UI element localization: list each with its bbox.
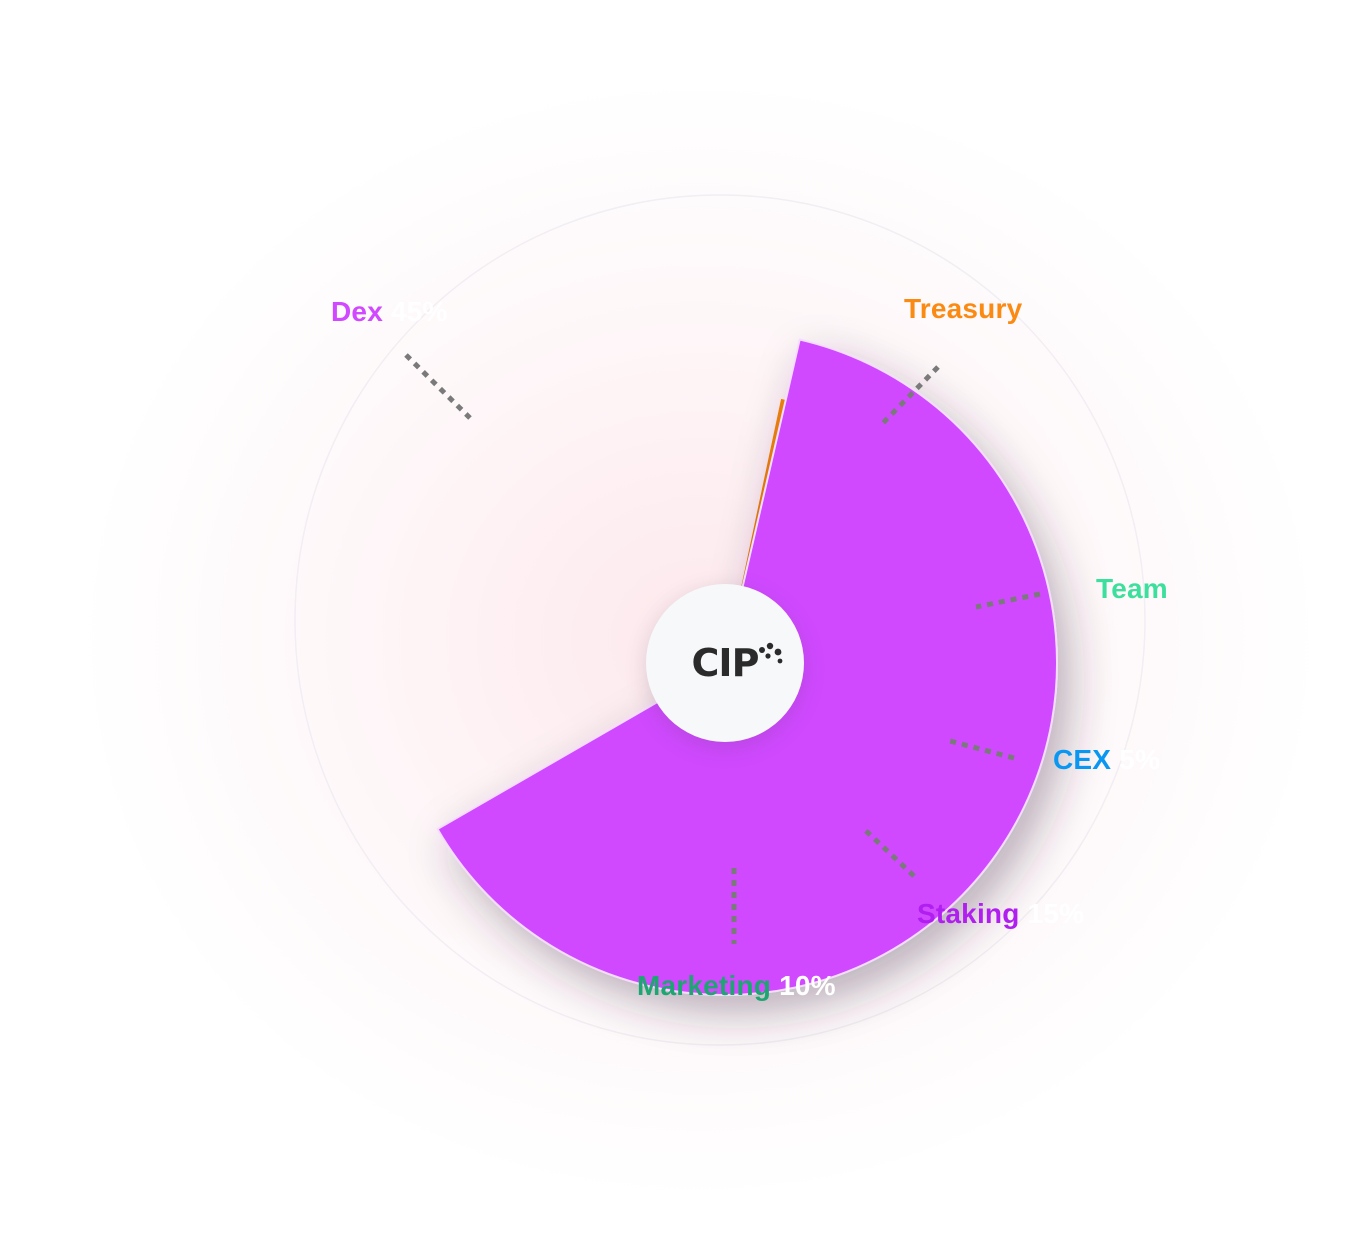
center-logo: CIP xyxy=(646,584,804,742)
slice-name: Staking xyxy=(917,898,1020,929)
slice-name: CEX xyxy=(1053,744,1112,775)
leader-line-treasury xyxy=(880,365,940,426)
slice-label-team: Team xyxy=(1096,573,1176,605)
slice-value: 5% xyxy=(1119,744,1161,775)
slice-label-staking: Staking 15% xyxy=(917,898,1084,930)
slice-name: Treasury xyxy=(904,293,1023,324)
logo-dots-icon xyxy=(759,642,783,664)
slice-label-treasury: Treasury xyxy=(904,293,1030,325)
logo-text: CIP xyxy=(691,641,760,685)
slice-label-marketing: Marketing 10% xyxy=(637,970,836,1002)
slice-name: Dex xyxy=(331,296,383,327)
slice-name: Marketing xyxy=(637,970,772,1001)
slice-label-cex: CEX 5% xyxy=(1053,744,1160,776)
slice-name: Team xyxy=(1096,573,1168,604)
slice-label-dex: Dex 45% xyxy=(331,296,448,328)
leader-line-dex xyxy=(404,353,472,420)
outer-guide-ring xyxy=(294,194,1146,1046)
slice-value: 45% xyxy=(390,296,448,327)
slice-value: 15% xyxy=(1027,898,1085,929)
slice-value: 10% xyxy=(779,970,836,1001)
